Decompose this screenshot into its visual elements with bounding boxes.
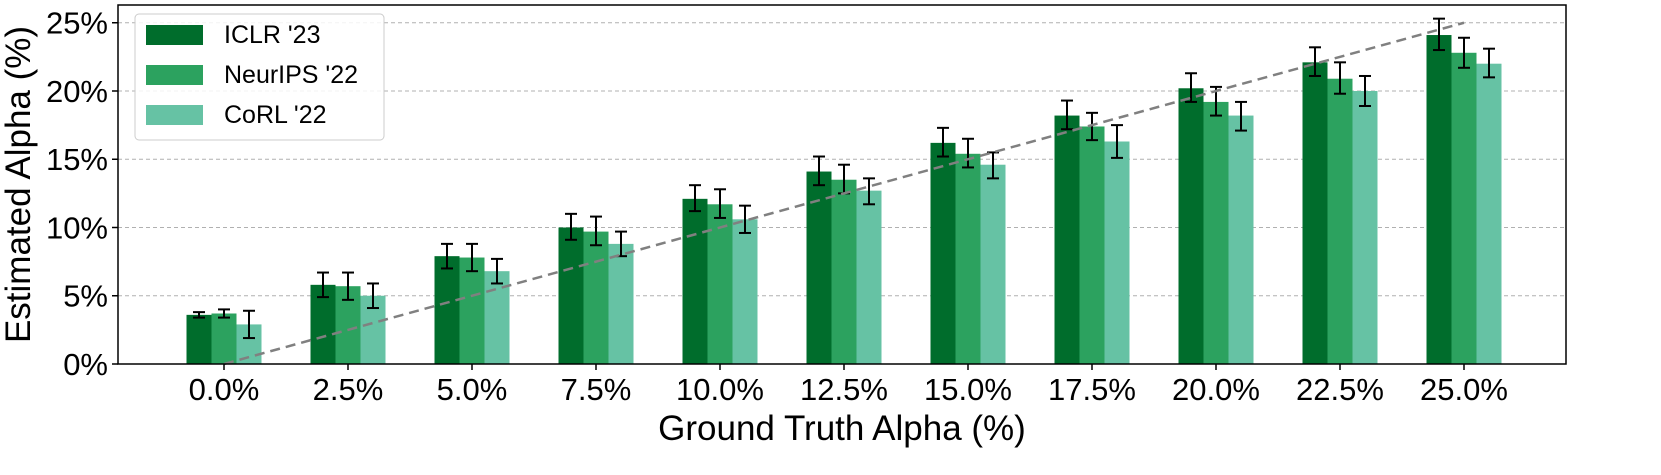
x-tick-label: 5.0% xyxy=(437,372,508,407)
x-tick-label: 0.0% xyxy=(189,372,260,407)
x-tick-label: 10.0% xyxy=(676,372,764,407)
plot-frame xyxy=(117,4,1567,365)
legend-label: ICLR '23 xyxy=(224,21,320,49)
bar xyxy=(1476,63,1502,365)
legend-item: CoRL '22 xyxy=(146,101,327,129)
error-bar xyxy=(1309,46,1321,77)
x-tick-label: 2.5% xyxy=(313,372,384,407)
error-bar xyxy=(1111,124,1123,159)
error-bars xyxy=(193,17,1495,340)
error-bar xyxy=(937,126,949,158)
y-tick-label: 15% xyxy=(46,142,108,177)
error-bar xyxy=(342,271,354,301)
error-bar xyxy=(218,308,230,319)
bar xyxy=(1054,115,1080,364)
bar xyxy=(1079,126,1105,364)
y-tick-label: 0% xyxy=(63,347,108,382)
bar xyxy=(583,231,609,364)
error-bar xyxy=(962,137,974,169)
error-bar xyxy=(1458,36,1470,69)
y-axis-label: Estimated Alpha (%) xyxy=(0,26,38,343)
error-bar xyxy=(367,282,379,310)
error-bar xyxy=(441,242,453,270)
bar xyxy=(1352,90,1378,364)
x-tick-label: 25.0% xyxy=(1420,372,1508,407)
error-bar xyxy=(863,177,875,206)
legend-item: ICLR '23 xyxy=(146,21,320,49)
legend-label: NeurIPS '22 xyxy=(224,61,358,89)
bar xyxy=(1228,115,1254,364)
error-bar xyxy=(317,271,329,299)
error-bar xyxy=(1086,111,1098,142)
error-bar xyxy=(466,242,478,273)
x-tick-label: 17.5% xyxy=(1048,372,1136,407)
error-bar xyxy=(1185,72,1197,103)
bar xyxy=(608,243,634,364)
y-tick-label: 25% xyxy=(46,6,108,41)
x-tick-label: 22.5% xyxy=(1296,372,1384,407)
error-bar xyxy=(714,188,726,219)
bar xyxy=(955,153,981,364)
error-bar xyxy=(689,184,701,213)
error-bar xyxy=(813,155,825,187)
legend-swatch xyxy=(146,25,203,45)
error-bar xyxy=(193,311,205,319)
error-bar xyxy=(739,204,751,234)
bar xyxy=(484,271,510,364)
legend: ICLR '23 NeurIPS '22 CoRL '22 xyxy=(134,13,385,141)
legend-label: CoRL '22 xyxy=(224,101,327,129)
bar xyxy=(930,142,956,364)
x-tick-label: 20.0% xyxy=(1172,372,1260,407)
bar xyxy=(459,257,485,364)
bar xyxy=(1302,62,1328,364)
legend-item: NeurIPS '22 xyxy=(146,61,358,89)
x-tick-label: 15.0% xyxy=(924,372,1012,407)
error-bar xyxy=(1433,17,1445,52)
bar xyxy=(1451,52,1477,364)
y-tick-label: 10% xyxy=(46,210,108,245)
axes xyxy=(117,4,1567,365)
error-bar xyxy=(1235,100,1247,132)
x-axis-label: Ground Truth Alpha (%) xyxy=(658,409,1026,448)
reference-line xyxy=(223,21,1465,366)
error-bar xyxy=(590,215,602,247)
bar xyxy=(434,256,460,364)
error-bar xyxy=(1359,74,1371,108)
legend-swatch xyxy=(146,105,203,125)
bars xyxy=(186,35,1502,365)
bar xyxy=(211,313,237,364)
bar xyxy=(1104,141,1130,364)
bar xyxy=(732,219,758,364)
y-tick-label: 20% xyxy=(46,74,108,109)
bar xyxy=(831,179,857,364)
error-bar xyxy=(491,257,503,285)
bar xyxy=(682,198,708,364)
x-tick-label: 12.5% xyxy=(800,372,888,407)
bar xyxy=(856,190,882,364)
legend-swatch xyxy=(146,65,203,85)
bar xyxy=(1178,88,1204,364)
y-ticks: 0% 5% 10% 15% 20% 25% xyxy=(46,6,118,382)
bar xyxy=(186,314,212,364)
bar xyxy=(1203,101,1229,364)
x-ticks: 0.0% 2.5% 5.0% 7.5% 10.0% 12.5% 15.0% 17.5% 20.0… xyxy=(189,364,1508,407)
y-tick-label: 5% xyxy=(63,279,108,314)
error-bar xyxy=(1061,99,1073,131)
x-tick-label: 7.5% xyxy=(561,372,632,407)
error-bar xyxy=(1334,61,1346,95)
bar xyxy=(1426,35,1452,364)
bar xyxy=(980,164,1006,364)
error-bar xyxy=(565,212,577,241)
bar xyxy=(558,227,584,364)
error-bar xyxy=(243,309,255,340)
error-bar xyxy=(1483,47,1495,79)
bar xyxy=(1327,78,1353,364)
